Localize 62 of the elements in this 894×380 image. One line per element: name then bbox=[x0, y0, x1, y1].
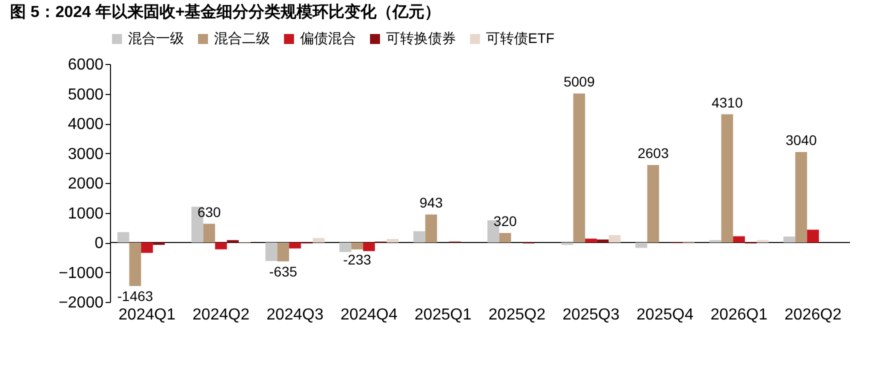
legend-label: 混合一级 bbox=[128, 30, 184, 46]
x-tick-label: 2024Q2 bbox=[192, 306, 250, 324]
bar bbox=[141, 242, 153, 253]
bar bbox=[265, 242, 278, 261]
data-label: -233 bbox=[343, 251, 372, 268]
x-tick-label: 2024Q3 bbox=[266, 306, 324, 324]
legend-label: 偏债混合 bbox=[300, 30, 356, 46]
bar bbox=[289, 242, 301, 248]
bar bbox=[499, 232, 512, 242]
data-label: 320 bbox=[493, 212, 518, 229]
y-tick-label: 3000 bbox=[68, 146, 104, 163]
bar bbox=[635, 242, 648, 248]
y-tick-label: 5000 bbox=[68, 86, 104, 104]
bar bbox=[647, 165, 660, 242]
y-tick-label: 6000 bbox=[68, 56, 104, 74]
x-tick-label: 2024Q1 bbox=[118, 306, 176, 324]
bar bbox=[608, 235, 621, 242]
bar bbox=[807, 230, 819, 242]
bar bbox=[312, 238, 325, 242]
bar bbox=[363, 242, 375, 252]
bar bbox=[585, 238, 597, 242]
data-label: 630 bbox=[197, 204, 222, 220]
legend-label: 混合二级 bbox=[214, 30, 270, 46]
x-tick-label: 2026Q2 bbox=[784, 306, 842, 324]
y-tick-label: −2000 bbox=[58, 294, 104, 312]
data-label: 2603 bbox=[638, 145, 669, 162]
y-tick-label: 1000 bbox=[68, 205, 104, 222]
legend-label: 可转债ETF bbox=[486, 30, 554, 46]
y-tick-label: 2000 bbox=[68, 176, 104, 192]
x-tick-label: 2025Q3 bbox=[562, 306, 620, 324]
bar bbox=[386, 238, 399, 242]
data-label: 3040 bbox=[786, 132, 817, 148]
data-label: 5009 bbox=[564, 73, 595, 90]
y-tick-label: 0 bbox=[94, 235, 104, 252]
bar bbox=[215, 242, 227, 250]
data-label: -1463 bbox=[117, 288, 154, 304]
bar bbox=[733, 236, 745, 242]
bar bbox=[277, 242, 290, 262]
bar bbox=[573, 93, 586, 242]
bar bbox=[721, 114, 734, 242]
bar bbox=[425, 214, 438, 242]
chart-title: 图 5：2024 年以来固收+基金细分分类规模环比变化（亿元） bbox=[10, 3, 441, 21]
legend-label: 可转换债券 bbox=[386, 30, 456, 46]
bar bbox=[413, 231, 426, 242]
bar bbox=[596, 240, 609, 242]
bar bbox=[351, 242, 364, 250]
x-tick-label: 2025Q2 bbox=[488, 306, 546, 324]
data-label: 943 bbox=[419, 194, 444, 210]
data-label: -635 bbox=[269, 263, 298, 280]
bar bbox=[203, 224, 216, 242]
bar bbox=[129, 242, 142, 286]
y-tick-label: 4000 bbox=[68, 116, 104, 133]
x-tick-label: 2025Q1 bbox=[414, 306, 472, 324]
x-tick-label: 2025Q4 bbox=[636, 306, 694, 324]
bar bbox=[339, 242, 352, 252]
bar bbox=[783, 236, 796, 242]
y-tick-label: −1000 bbox=[58, 264, 104, 282]
bar bbox=[117, 232, 130, 242]
x-tick-label: 2024Q4 bbox=[340, 306, 398, 324]
data-label: 4310 bbox=[712, 94, 743, 110]
x-tick-label: 2026Q1 bbox=[710, 306, 768, 324]
bar bbox=[795, 152, 808, 242]
